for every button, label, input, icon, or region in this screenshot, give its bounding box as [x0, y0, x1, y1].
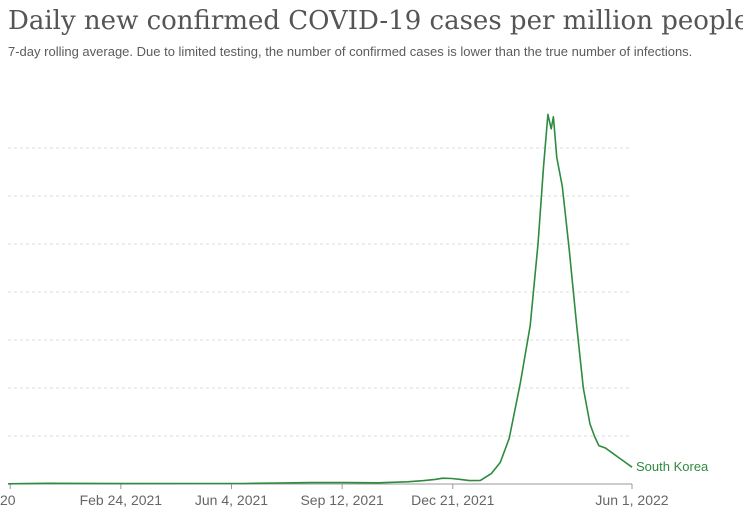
x-tick-label: Jun 1, 2022	[595, 492, 668, 508]
chart-subtitle: 7-day rolling average. Due to limited te…	[8, 44, 693, 59]
chart-title: Daily new confirmed COVID-19 cases per m…	[8, 6, 743, 36]
series-line	[7, 113, 633, 485]
series-label: South Korea	[636, 459, 709, 474]
x-tick-label: Dec 21, 2021	[411, 492, 494, 508]
series-group: South Korea	[7, 113, 709, 485]
x-tick-label: Feb 24, 2021	[80, 492, 163, 508]
x-tick-label: Sep 12, 2021	[300, 492, 384, 508]
x-axis-ticks: 20 Feb 24, 2021 Jun 4, 2021 Sep 12, 2021 Dec…	[0, 484, 669, 508]
gridlines	[8, 147, 632, 437]
x-tick-label: Jun 4, 2021	[195, 492, 268, 508]
x-tick-label: 20	[0, 492, 16, 508]
